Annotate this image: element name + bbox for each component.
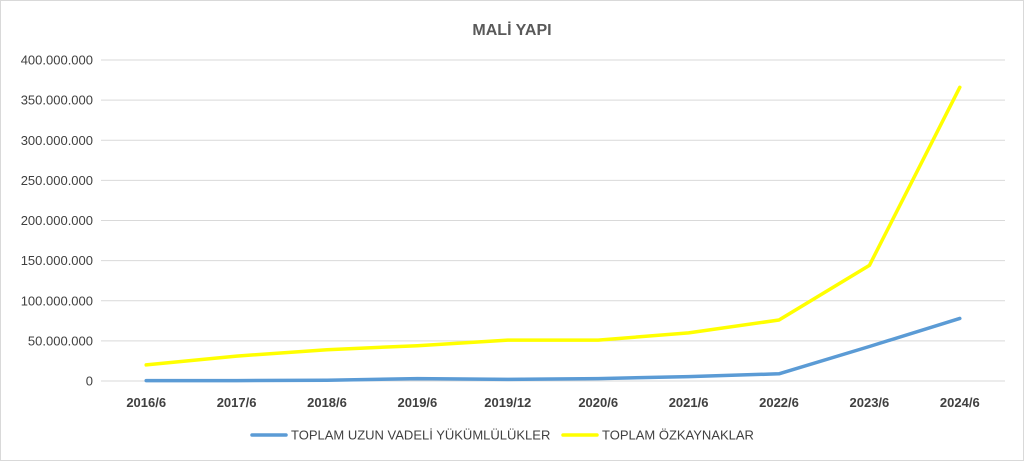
- x-tick-label: 2024/6: [940, 395, 980, 410]
- x-tick-label: 2016/6: [126, 395, 166, 410]
- y-tick-label: 350.000.000: [21, 93, 93, 108]
- x-tick-label: 2021/6: [669, 395, 709, 410]
- x-axis-ticks: 2016/6 2017/6 2018/6 2019/6 2019/12 2020/6 202…: [126, 395, 979, 410]
- x-tick-label: 2023/6: [850, 395, 890, 410]
- gridlines: [101, 59, 1005, 382]
- y-tick-label: 50.000.000: [28, 333, 93, 348]
- series-line: [144, 316, 962, 383]
- y-tick-label: 300.000.000: [21, 133, 93, 148]
- x-tick-label: 2020/6: [578, 395, 618, 410]
- y-tick-label: 0: [86, 374, 93, 389]
- legend: TOPLAM UZUN VADELİ YÜKÜMLÜLÜKLER TOPLAM Ö…: [250, 428, 754, 443]
- y-tick-label: 100.000.000: [21, 293, 93, 308]
- y-tick-label: 200.000.000: [21, 213, 93, 228]
- series-line: [144, 85, 962, 367]
- x-tick-label: 2022/6: [759, 395, 799, 410]
- x-tick-label: 2018/6: [307, 395, 347, 410]
- chart-title: MALİ YAPI: [472, 21, 551, 39]
- legend-label: TOPLAM UZUN VADELİ YÜKÜMLÜLÜKLER: [291, 428, 550, 443]
- x-tick-label: 2019/12: [484, 395, 531, 410]
- y-tick-label: 400.000.000: [21, 53, 93, 68]
- y-axis-ticks: 0 50.000.000 100.000.000 150.000.000 200.000…: [21, 53, 93, 389]
- y-tick-label: 150.000.000: [21, 253, 93, 268]
- legend-label: TOPLAM ÖZKAYNAKLAR: [602, 428, 754, 443]
- x-tick-label: 2017/6: [217, 395, 257, 410]
- series-lines: [144, 85, 962, 383]
- x-tick-label: 2019/6: [398, 395, 438, 410]
- y-tick-label: 250.000.000: [21, 173, 93, 188]
